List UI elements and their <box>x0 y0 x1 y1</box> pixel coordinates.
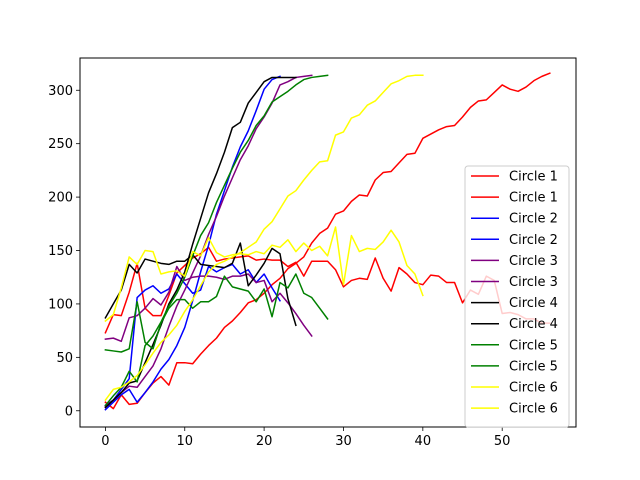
legend-box <box>464 165 570 428</box>
series-line-5 <box>104 74 313 408</box>
series-line-11 <box>104 74 424 402</box>
legend-label: Circle 2 <box>509 212 558 227</box>
series-line-1 <box>104 72 551 410</box>
plot-frame <box>79 57 577 428</box>
legend-label: Circle 1 <box>509 170 558 185</box>
legend-label: Circle 5 <box>509 359 558 374</box>
legend-label: Circle 6 <box>509 402 558 417</box>
legend-label: Circle 4 <box>509 317 558 332</box>
x-axis: 0 10 20 30 40 50 <box>101 427 510 449</box>
y-tick-label: 250 <box>48 137 73 152</box>
y-tick-label: 150 <box>48 244 73 259</box>
series-line-9 <box>104 74 329 407</box>
series-layer <box>104 72 551 411</box>
x-tick-label: 30 <box>335 434 352 449</box>
x-tick-label: 20 <box>256 434 273 449</box>
series-line-10 <box>104 273 329 353</box>
y-tick-label: 0 <box>65 404 73 419</box>
legend-label: Circle 3 <box>509 275 558 290</box>
legend-label: Circle 1 <box>509 191 558 206</box>
legend-label: Circle 4 <box>509 296 558 311</box>
legend-label: Circle 5 <box>509 338 558 353</box>
series-line-4 <box>104 263 282 407</box>
series-line-8 <box>104 242 297 327</box>
legend-label: Circle 2 <box>509 233 558 248</box>
legend-label: Circle 3 <box>509 254 558 269</box>
series-group <box>104 72 551 411</box>
x-tick-label: 50 <box>494 434 511 449</box>
y-tick-label: 300 <box>48 84 73 99</box>
y-tick-label: 200 <box>48 191 73 206</box>
x-tick-label: 10 <box>176 434 193 449</box>
legend: Circle 1 Circle 1 Circle 2 Circle 2 Circle 3… <box>464 165 570 428</box>
legend-label: Circle 6 <box>509 381 558 396</box>
x-tick-label: 0 <box>101 434 109 449</box>
x-tick-label: 40 <box>415 434 432 449</box>
y-axis: 0 50 100 150 200 250 300 <box>48 84 80 419</box>
y-tick-label: 100 <box>48 297 73 312</box>
series-line-12 <box>104 226 424 323</box>
y-tick-label: 50 <box>56 351 73 366</box>
